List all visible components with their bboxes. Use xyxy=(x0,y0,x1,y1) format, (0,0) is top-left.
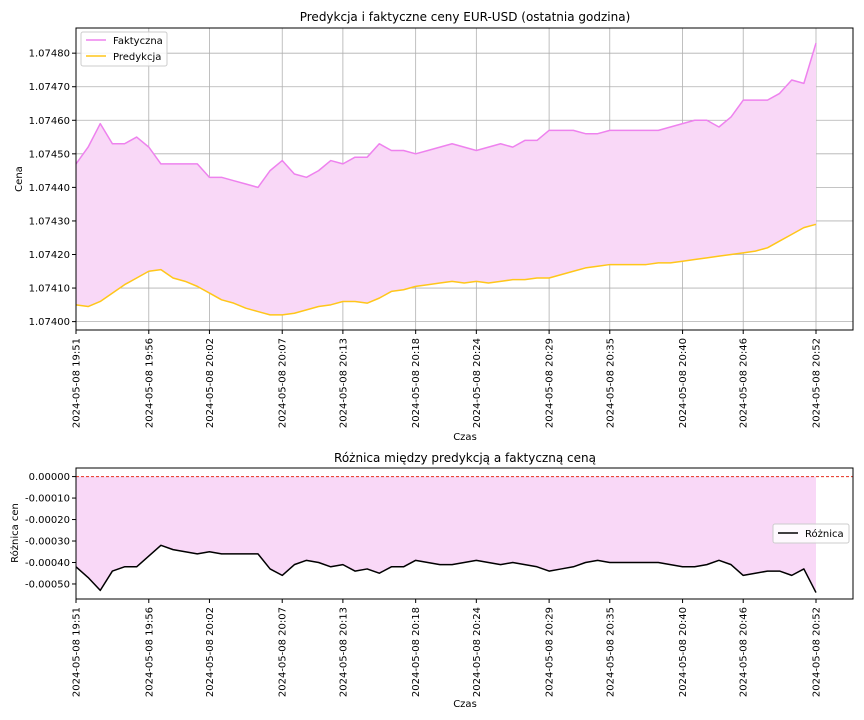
y-tick-label: 1.07450 xyxy=(29,149,70,160)
x-tick-label: 2024-05-08 19:56 xyxy=(144,338,155,428)
y-tick-label: -0.00050 xyxy=(25,579,70,590)
x-tick-label: 2024-05-08 20:29 xyxy=(545,607,556,697)
top-fill-between xyxy=(76,43,816,315)
bottom-series-line xyxy=(75,544,817,593)
x-tick-label: 2024-05-08 19:51 xyxy=(72,338,83,428)
x-tick-label: 2024-05-08 20:46 xyxy=(739,607,750,697)
bottom-plot-frame xyxy=(75,467,854,600)
y-tick-label: 1.07480 xyxy=(29,49,70,60)
x-tick-label: 2024-05-08 20:13 xyxy=(338,338,349,428)
series-line-0 xyxy=(75,544,817,593)
fill-between-area xyxy=(76,476,816,593)
y-tick-label: 1.07460 xyxy=(29,116,70,127)
x-tick-label: 2024-05-08 20:18 xyxy=(411,607,422,697)
y-tick-label: 1.07430 xyxy=(29,216,70,227)
x-tick-label: 2024-05-08 20:52 xyxy=(812,607,823,697)
x-tick-label: 2024-05-08 20:52 xyxy=(812,338,823,428)
bottom-y-axis-label: Różnica cen xyxy=(9,503,21,563)
y-tick-label: -0.00030 xyxy=(25,537,70,548)
series-line-0 xyxy=(75,42,817,189)
x-tick-label: 2024-05-08 20:02 xyxy=(205,607,216,697)
bottom-x-axis-label: Czas xyxy=(453,699,477,710)
x-tick-label: 2024-05-08 20:40 xyxy=(678,338,689,428)
y-tick-label: -0.00010 xyxy=(25,494,70,505)
bottom-chart-title: Różnica między predykcją a faktyczną cen… xyxy=(334,451,596,465)
bottom-y-ticks: 0.00000 -0.00010 -0.00020 -0.00030 -0.00040 -… xyxy=(25,472,76,590)
y-tick-label: 1.07400 xyxy=(29,317,70,328)
x-tick-label: 2024-05-08 20:07 xyxy=(278,338,289,428)
top-chart-title: Predykcja i faktyczne ceny EUR-USD (osta… xyxy=(300,10,631,24)
bottom-chart: Różnica między predykcją a faktyczną cen… xyxy=(9,451,854,710)
fill-between-area xyxy=(76,43,816,315)
bottom-legend: Różnica xyxy=(772,523,850,544)
top-chart: Predykcja i faktyczne ceny EUR-USD (osta… xyxy=(14,10,854,443)
top-plot-frame xyxy=(75,27,854,331)
x-tick-label: 2024-05-08 19:51 xyxy=(72,607,83,697)
x-tick-label: 2024-05-08 20:29 xyxy=(545,338,556,428)
legend-label-predykcja: Predykcja xyxy=(113,52,161,63)
x-tick-label: 2024-05-08 20:13 xyxy=(338,607,349,697)
x-tick-label: 2024-05-08 20:07 xyxy=(278,607,289,697)
top-x-axis-label: Czas xyxy=(453,432,477,443)
x-tick-label: 2024-05-08 19:56 xyxy=(144,607,155,697)
y-tick-label: -0.00040 xyxy=(25,558,70,569)
x-tick-label: 2024-05-08 20:24 xyxy=(472,607,483,697)
top-y-axis-label: Cena xyxy=(14,166,25,192)
x-tick-label: 2024-05-08 20:35 xyxy=(605,607,616,697)
y-tick-label: 1.07470 xyxy=(29,82,70,93)
x-tick-label: 2024-05-08 20:02 xyxy=(205,338,216,428)
series-line-1 xyxy=(75,223,817,316)
x-tick-label: 2024-05-08 20:35 xyxy=(605,338,616,428)
y-tick-label: -0.00020 xyxy=(25,515,70,526)
x-tick-label: 2024-05-08 20:46 xyxy=(739,338,750,428)
bottom-x-ticks: 2024-05-08 19:51 2024-05-08 19:56 2024-05-… xyxy=(72,599,823,697)
bottom-fill-between xyxy=(76,476,816,593)
top-x-ticks: 2024-05-08 19:51 2024-05-08 19:56 2024-05-… xyxy=(72,330,823,428)
y-tick-label: 1.07420 xyxy=(29,250,70,261)
bottom-legend-box xyxy=(772,523,850,544)
y-tick-label: 0.00000 xyxy=(29,472,70,483)
x-tick-label: 2024-05-08 20:40 xyxy=(678,607,689,697)
legend-label-roznica: Różnica xyxy=(805,528,844,540)
y-tick-label: 1.07440 xyxy=(29,183,70,194)
x-tick-label: 2024-05-08 20:24 xyxy=(472,338,483,428)
x-tick-label: 2024-05-08 20:18 xyxy=(411,338,422,428)
top-series-lines xyxy=(75,42,817,316)
top-y-ticks: 1.07400 1.07410 1.07420 1.07430 1.07440 1.074… xyxy=(29,49,76,328)
y-tick-label: 1.07410 xyxy=(29,284,70,295)
top-legend: Faktyczna Predykcja xyxy=(80,31,168,67)
legend-label-faktyczna: Faktyczna xyxy=(113,36,163,47)
